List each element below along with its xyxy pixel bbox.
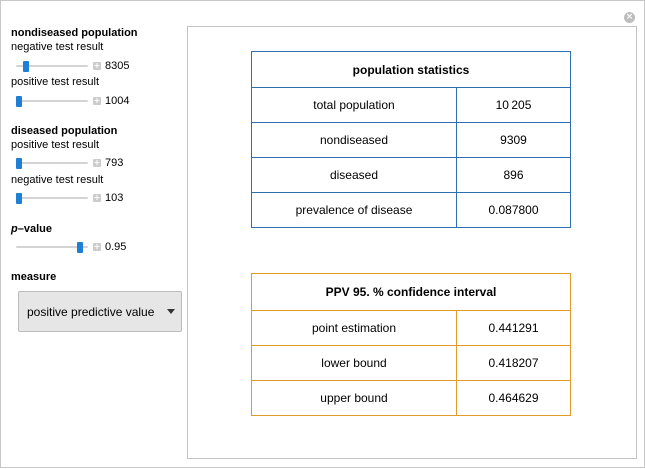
diseased-negative-slider[interactable] [16,193,88,204]
row-label: total population [251,87,457,123]
table-row: prevalence of disease 0.087800 [251,192,571,228]
row-label: lower bound [251,345,457,381]
nondiseased-negative-label: negative test result [11,41,104,53]
row-value: 9309 [456,122,571,158]
slider-track [16,197,88,199]
measure-selected: positive predictive value [27,305,155,319]
diseased-negative-label: negative test result [11,174,104,186]
row-label: prevalence of disease [251,192,457,228]
population-stats-header: population statistics [251,51,571,88]
diseased-title: diseased population [11,125,118,137]
slider-track [16,162,88,164]
slider-track [16,100,88,102]
nondiseased-positive-slider[interactable] [16,96,88,107]
pvalue-value: 0.95 [105,241,127,253]
diseased-positive-slider[interactable] [16,158,88,169]
confidence-interval-header: PPV 95. % confidence interval [251,273,571,311]
chevron-down-icon [167,309,175,314]
plus-icon[interactable]: + [93,193,101,202]
slider-thumb[interactable] [16,158,22,169]
pvalue-title-rest: –value [17,223,52,235]
nondiseased-negative-value: 8305 [105,60,130,72]
nondiseased-title: nondiseased population [11,27,138,39]
slider-thumb[interactable] [16,96,22,107]
nondiseased-positive-value: 1004 [105,95,130,107]
row-value: 0.441291 [456,310,571,346]
table-row: total population 10 205 [251,87,571,123]
measure-dropdown[interactable]: positive predictive value [18,291,182,332]
row-value: 896 [456,157,571,193]
population-stats-table: population statistics total population 1… [251,51,571,228]
close-icon[interactable]: × [624,12,635,23]
table-row: upper bound 0.464629 [251,380,571,416]
nondiseased-negative-slider[interactable] [16,61,88,72]
confidence-interval-table: PPV 95. % confidence interval point esti… [251,273,571,416]
plus-icon[interactable]: + [93,158,101,167]
row-label: point estimation [251,310,457,346]
output-panel: population statistics total population 1… [187,26,637,459]
pvalue-title-italic: p [11,223,18,235]
slider-track [16,246,88,248]
plus-icon[interactable]: + [93,242,101,251]
diseased-positive-value: 793 [105,157,124,169]
slider-track [16,65,88,67]
slider-thumb[interactable] [16,193,22,204]
table-row: point estimation 0.441291 [251,310,571,346]
diseased-positive-label: positive test result [11,139,100,151]
slider-thumb[interactable] [23,61,29,72]
row-value: 0.087800 [456,192,571,228]
diseased-negative-value: 103 [105,192,124,204]
row-label: upper bound [251,380,457,416]
slider-thumb[interactable] [77,242,83,253]
controls-panel: nondiseased population negative test res… [1,1,186,469]
row-value: 0.418207 [456,345,571,381]
table-row: nondiseased 9309 [251,122,571,158]
row-label: diseased [251,157,457,193]
nondiseased-positive-label: positive test result [11,76,100,88]
pvalue-slider[interactable] [16,242,88,253]
row-label: nondiseased [251,122,457,158]
row-value: 0.464629 [456,380,571,416]
plus-icon[interactable]: + [93,96,101,105]
measure-title: measure [11,271,57,283]
pvalue-title: p–value [11,223,52,235]
plus-icon[interactable]: + [93,61,101,70]
table-row: lower bound 0.418207 [251,345,571,381]
row-value: 10 205 [456,87,571,123]
table-row: diseased 896 [251,157,571,193]
